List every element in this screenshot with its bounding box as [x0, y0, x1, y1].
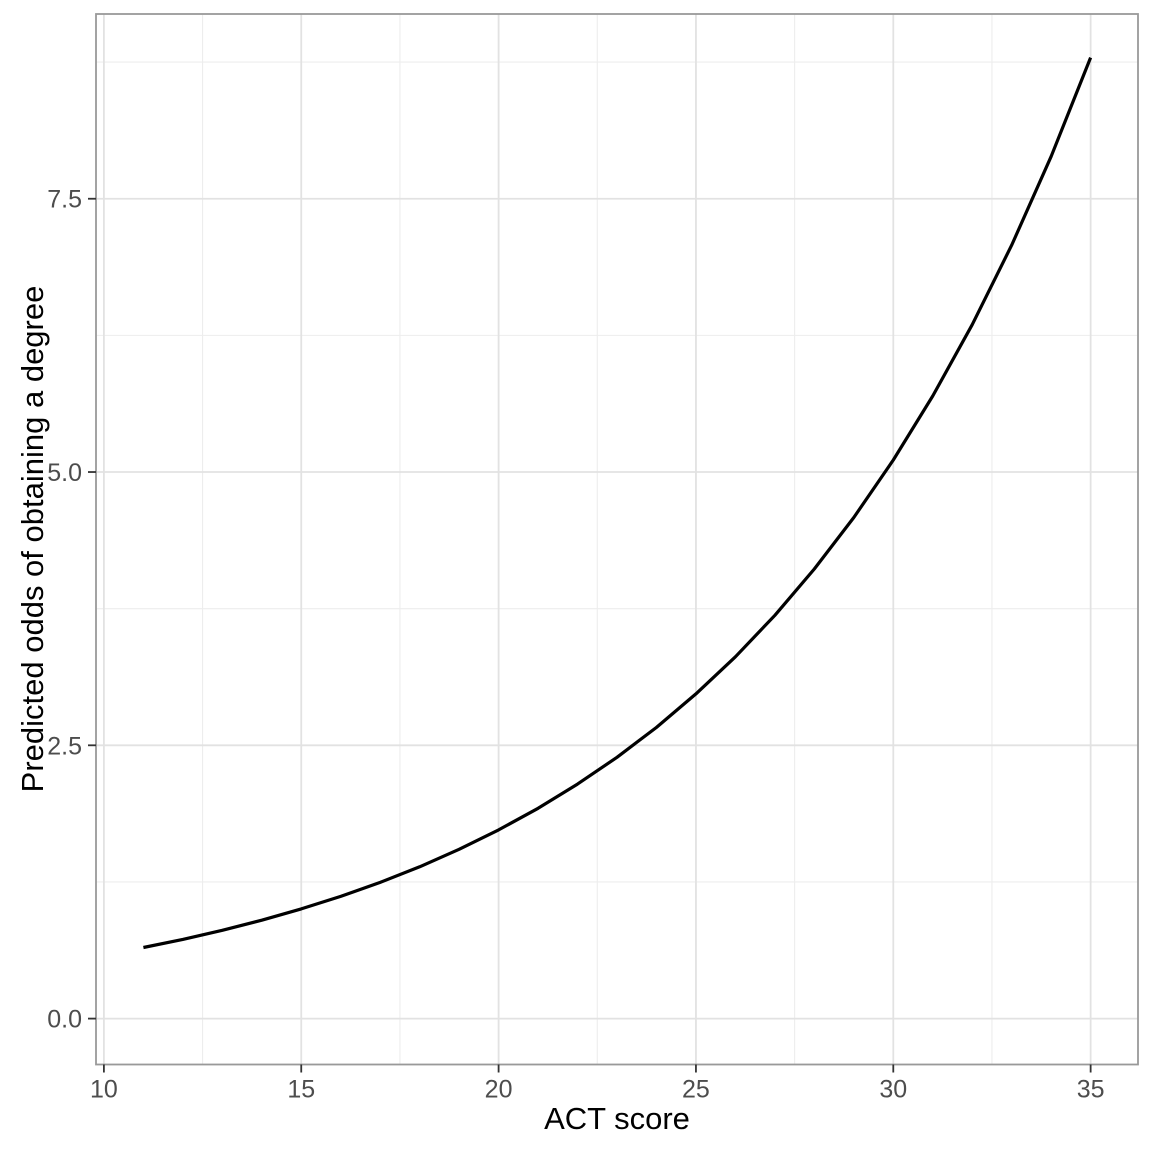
- y-axis-title: Predicted odds of obtaining a degree: [14, 285, 50, 793]
- x-tick-label: 35: [1077, 1076, 1105, 1104]
- y-tick-label: 7.5: [47, 186, 82, 214]
- x-tick-label: 25: [682, 1076, 710, 1104]
- x-axis-title: ACT score: [544, 1101, 690, 1136]
- regression-curve: [143, 57, 1093, 950]
- panel-background: [96, 14, 1138, 1065]
- x-tick-label: 10: [90, 1076, 118, 1104]
- x-tick-label: 15: [287, 1076, 315, 1104]
- y-tick-label: 5.0: [47, 459, 82, 487]
- x-tick-label: 30: [879, 1076, 907, 1104]
- y-tick-label: 0.0: [47, 1006, 82, 1034]
- x-tick-label: 20: [485, 1076, 513, 1104]
- panel-border: [95, 13, 1139, 1066]
- y-tick-label: 2.5: [47, 732, 82, 760]
